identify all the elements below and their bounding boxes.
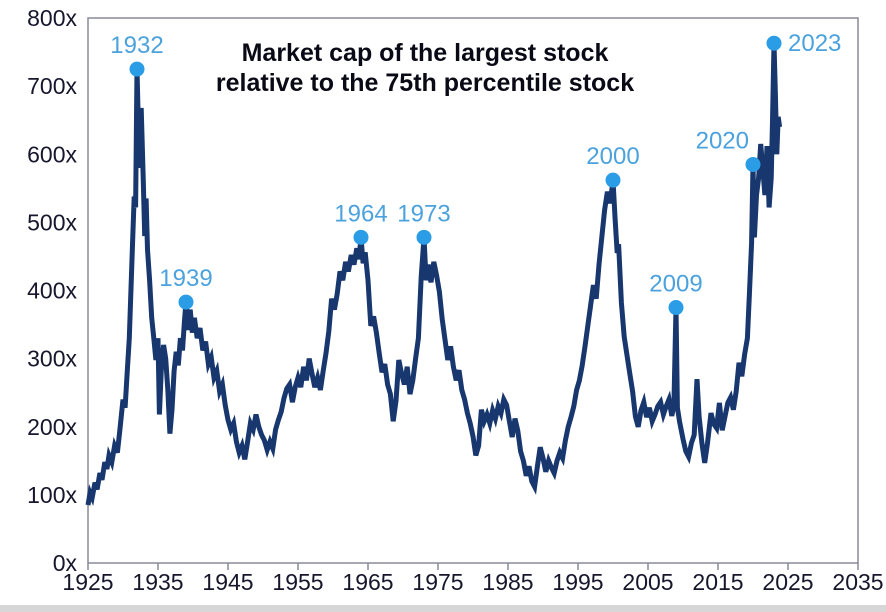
plot-border xyxy=(87,17,859,564)
peak-marker-1939 xyxy=(178,294,194,310)
x-axis-label-2015: 2015 xyxy=(692,569,743,595)
peak-label-2009: 2009 xyxy=(649,271,702,298)
peak-label-1932: 1932 xyxy=(110,32,163,59)
y-axis-label-800x: 800x xyxy=(27,5,77,31)
y-axis-label-200x: 200x xyxy=(27,414,77,440)
y-axis-label-500x: 500x xyxy=(27,209,77,235)
chart-title-line1: Market cap of the largest stock xyxy=(241,39,609,67)
y-axis-label-700x: 700x xyxy=(27,73,77,99)
chart-title-line2: relative to the 75th percentile stock xyxy=(215,69,635,97)
peak-label-1964: 1964 xyxy=(334,200,387,227)
y-axis-label-0x: 0x xyxy=(53,550,78,576)
chart-title: Market cap of the largest stock relative… xyxy=(0,38,850,98)
x-axis-label-2005: 2005 xyxy=(622,569,673,595)
y-axis-label-400x: 400x xyxy=(27,278,77,304)
peak-label-2023: 2023 xyxy=(788,30,841,57)
x-axis-label-1965: 1965 xyxy=(342,569,393,595)
peak-marker-2020 xyxy=(745,156,761,172)
y-axis-label-100x: 100x xyxy=(27,482,77,508)
x-axis-label-1955: 1955 xyxy=(272,569,323,595)
x-axis-label-1935: 1935 xyxy=(132,569,183,595)
y-axis-label-300x: 300x xyxy=(27,346,77,372)
peak-marker-2009 xyxy=(668,300,684,316)
peak-marker-2000 xyxy=(605,172,621,188)
series-line xyxy=(85,43,783,507)
peak-marker-2023 xyxy=(766,35,782,51)
peak-label-2020: 2020 xyxy=(696,127,749,154)
peak-marker-1932 xyxy=(129,61,145,77)
x-axis-label-1985: 1985 xyxy=(482,569,533,595)
x-axis-label-1975: 1975 xyxy=(412,569,463,595)
x-axis-label-2035: 2035 xyxy=(832,569,883,595)
peak-marker-1973 xyxy=(416,229,432,245)
y-axis-label-600x: 600x xyxy=(27,141,77,167)
peak-label-1939: 1939 xyxy=(159,265,212,292)
x-axis-label-2025: 2025 xyxy=(762,569,813,595)
x-axis-label-1945: 1945 xyxy=(202,569,253,595)
peak-label-2000: 2000 xyxy=(586,143,639,170)
x-axis-label-1995: 1995 xyxy=(552,569,603,595)
peak-label-1973: 1973 xyxy=(397,200,450,227)
bottom-edge-strip xyxy=(0,605,886,612)
peak-marker-1964 xyxy=(353,229,369,245)
x-axis-label-1925: 1925 xyxy=(62,569,113,595)
